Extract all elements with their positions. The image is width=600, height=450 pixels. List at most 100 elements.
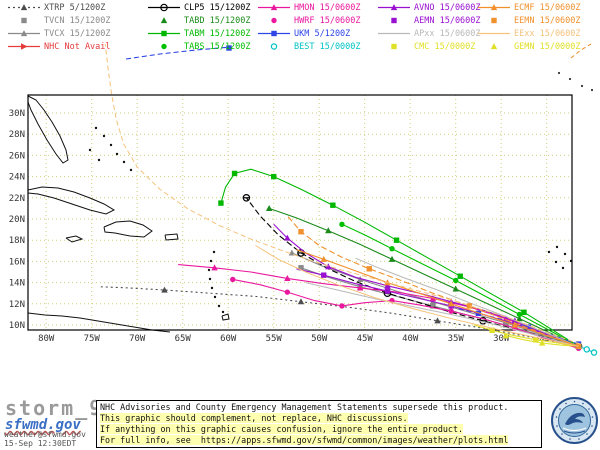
legend-label-aemn: AEMN 15/0600Z <box>414 15 481 26</box>
lat-tick-label: 10N <box>9 321 25 331</box>
track-apxx_b <box>355 257 579 347</box>
legend-item-apxx: APxx 15/0600Z <box>378 28 481 39</box>
lon-tick-label: 60W <box>220 334 237 344</box>
apxx-legend-sample <box>378 32 410 35</box>
tabs-legend-sample <box>161 43 167 50</box>
legend-label-xtrp: XTRP 5/1200Z <box>44 2 106 13</box>
nhc-legend-sample <box>8 43 40 50</box>
legend-item-tabd: TABD 15/1200Z <box>148 15 251 26</box>
legend-label-ukm: UKM 5/1200Z <box>294 28 351 39</box>
legend-item-xtrp: XTRP 5/1200Z <box>8 2 105 13</box>
legend-item-nhc: NHC Not Avail <box>8 41 111 52</box>
lat-tick-label: 26N <box>9 151 25 161</box>
lat-tick-label: 20N <box>9 215 25 225</box>
legend-label-ecmf: ECMF 15/0600Z <box>514 2 581 13</box>
issue-timestamp: 15-Sep 12:30EDT <box>4 439 77 448</box>
lon-tick-label: 45W <box>357 334 374 344</box>
legend-item-ukm: UKM 5/1200Z <box>258 28 350 39</box>
legend-label-avno: AVNO 15/0600Z <box>414 2 481 13</box>
avno-legend-sample <box>378 4 410 11</box>
legend-item-gemn: GEMN 15/0000Z <box>478 41 581 52</box>
track-eemn <box>286 215 582 349</box>
legend-item-tvcx: TVCX 15/1200Z <box>8 28 111 39</box>
legend-label-gemn: GEMN 15/0000Z <box>514 41 581 52</box>
nhc-seal-logo <box>551 397 598 444</box>
lat-tick-label: 18N <box>9 236 25 246</box>
lon-tick-label: 75W <box>84 334 101 344</box>
legend-label-tvcx: TVCX 15/1200Z <box>44 28 111 39</box>
hmon-legend-sample <box>258 4 290 11</box>
legend-item-ecmf: ECMF 15/0600Z <box>478 2 581 13</box>
aemn-legend-sample <box>391 17 397 24</box>
lat-tick-label: 14N <box>9 279 25 289</box>
contact-email: weather@sfwmd.gov <box>4 430 86 439</box>
disclaimer-line-4: For full info, see https://apps.sfwmd.go… <box>100 435 509 445</box>
axis-labels: 80W 75W 70W 65W 60W 55W 50W 45W 40W 35W 30W 25W30N2… <box>9 109 556 344</box>
legend-item-tvcn: TVCN 15/1200Z <box>8 15 111 26</box>
legend-label-clp5: CLP5 15/1200Z <box>184 2 251 13</box>
legend-label-tabd: TABD 15/1200Z <box>184 15 251 26</box>
lon-tick-label: 40W <box>402 334 419 344</box>
lon-tick-label: 30W <box>493 334 510 344</box>
legend-label-hwrf: HWRF 15/0600Z <box>294 15 361 26</box>
tabd-legend-sample <box>160 17 168 24</box>
lon-tick-label: 55W <box>266 334 283 344</box>
lat-tick-label: 16N <box>9 257 25 267</box>
clp5-legend-sample <box>148 3 180 12</box>
legend-item-eemn: EEMN 15/0600Z <box>478 15 581 26</box>
ecmf-legend-sample <box>478 4 510 11</box>
legend-label-nhc: NHC Not Avail <box>44 41 111 52</box>
eexx-legend-sample <box>478 32 510 35</box>
track-eexx_b <box>104 44 581 345</box>
track-eexx_a <box>255 245 579 347</box>
legend-item-hwrf: HWRF 15/0600Z <box>258 15 361 26</box>
legend-item-best: BEST 15/0000Z <box>258 41 361 52</box>
legend-label-tabs: TABS 15/1200Z <box>184 41 251 52</box>
legend-label-cmc: CMC 15/0000Z <box>414 41 476 52</box>
lat-tick-label: 30N <box>9 109 25 119</box>
disclaimer-line-2: This graphic should complement, not repl… <box>100 413 408 423</box>
legend-label-tvcn: TVCN 15/1200Z <box>44 15 111 26</box>
coastlines <box>27 71 594 333</box>
lat-tick-label: 12N <box>9 300 25 310</box>
lon-tick-label: 65W <box>175 334 192 344</box>
cmc-legend-sample <box>391 43 397 50</box>
legend-item-tabm: TABM 15/1200Z <box>148 28 251 39</box>
lat-tick-label: 24N <box>9 173 25 183</box>
legend-label-best: BEST 15/0000Z <box>294 41 361 52</box>
legend-item-hmon: HMON 15/0600Z <box>258 2 361 13</box>
tvcn-legend-sample <box>21 17 27 24</box>
stray-track-0 <box>125 45 232 60</box>
best-legend-sample <box>270 43 278 50</box>
disclaimer-box: NHC Advisories and County Emergency Mana… <box>96 400 542 448</box>
lon-tick-label: 70W <box>129 334 146 344</box>
legend-item-cmc: CMC 15/0000Z <box>378 41 475 52</box>
legend-label-hmon: HMON 15/0600Z <box>294 2 361 13</box>
eemn-legend-sample <box>491 17 497 24</box>
lon-tick-label: 80W <box>38 334 55 344</box>
hwrf-legend-sample <box>271 17 277 24</box>
track-apxx_a <box>305 282 579 347</box>
legend-item-clp5: CLP5 15/1200Z <box>148 2 251 13</box>
legend-item-tabs: TABS 15/1200Z <box>148 41 251 52</box>
map-frame <box>27 94 573 331</box>
tabm-legend-sample <box>148 30 180 37</box>
disclaimer-line-1: NHC Advisories and County Emergency Mana… <box>100 402 509 412</box>
ukm-legend-sample <box>258 30 290 37</box>
lon-tick-label: 50W <box>311 334 328 344</box>
legend-item-eexx: EExx 15/0600Z <box>478 28 581 39</box>
legend-item-aemn: AEMN 15/0600Z <box>378 15 481 26</box>
xtrp-legend-sample <box>8 4 40 11</box>
sfwmd-logo: sfwmd.gov <box>5 417 81 433</box>
tvcx-legend-sample <box>8 30 40 37</box>
lat-tick-label: 22N <box>9 194 25 204</box>
legend-label-apxx: APxx 15/0600Z <box>414 28 481 39</box>
legend-label-tabm: TABM 15/1200Z <box>184 28 251 39</box>
disclaimer-line-3: If anything on this graphic causes confu… <box>100 424 464 434</box>
legend-item-avno: AVNO 15/0600Z <box>378 2 481 13</box>
lat-tick-label: 28N <box>9 130 25 140</box>
lon-tick-label: 35W <box>448 334 465 344</box>
track-hmon <box>178 264 582 349</box>
